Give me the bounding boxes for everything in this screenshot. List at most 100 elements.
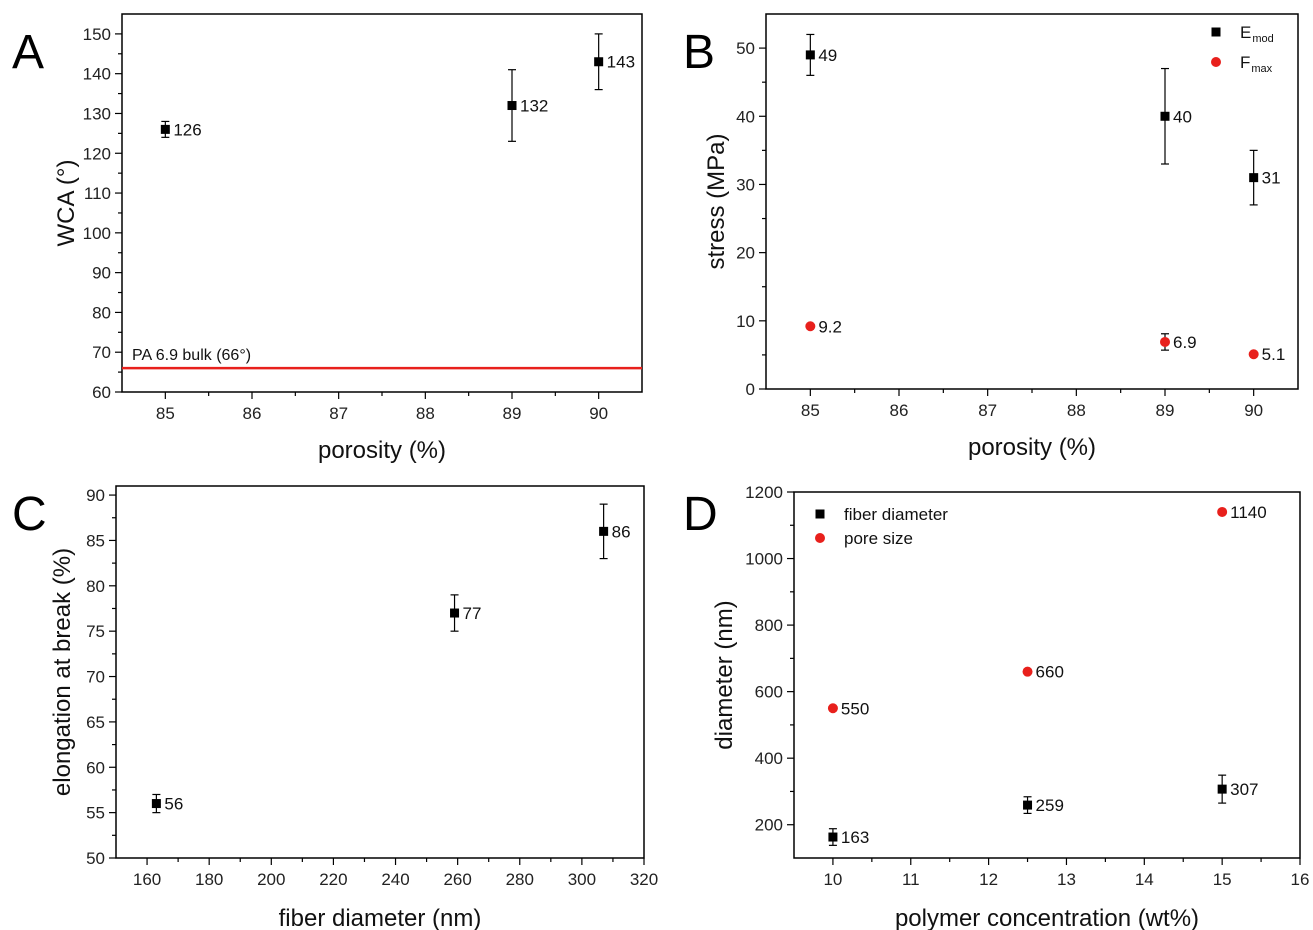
legend-label: pore size	[844, 529, 913, 548]
legend-label: E	[1240, 23, 1251, 42]
y-tick-label: 120	[83, 144, 111, 163]
data-label: 56	[164, 795, 183, 814]
y-tick-label: 400	[755, 749, 783, 768]
plot-frame	[765, 13, 1299, 390]
series-1: 163 259 307	[828, 774, 1259, 847]
panel-d: D 10 11 12 13 14 15 16 200 400 600 800 1000 1200 polym…	[683, 483, 1309, 930]
x-tick-label: 160	[133, 870, 161, 889]
y-tick-label: 150	[83, 25, 111, 44]
y-tick-label: 55	[86, 804, 105, 823]
x-tick-label: 90	[589, 404, 608, 423]
x-axis-title: polymer concentration (wt%)	[895, 905, 1199, 930]
legend-label-subscript: max	[1251, 63, 1272, 75]
x-tick-label: 260	[443, 870, 471, 889]
data-point	[507, 101, 517, 111]
y-axis-title: diameter (nm)	[711, 600, 738, 749]
y-tick-label: 40	[736, 107, 755, 126]
data-label: 307	[1230, 780, 1258, 799]
legend-marker	[1211, 27, 1221, 37]
x-tick-label: 300	[568, 870, 596, 889]
plot-frame	[121, 13, 643, 393]
legend-marker	[815, 509, 825, 519]
data-point	[805, 50, 815, 60]
data-label: 5.1	[1262, 345, 1286, 364]
y-tick-label: 30	[736, 175, 755, 194]
data-point	[805, 321, 816, 332]
data-point	[160, 124, 170, 134]
data-label: 163	[841, 828, 869, 847]
data-label: 259	[1036, 796, 1064, 815]
legend-label-subscript: mod	[1252, 33, 1273, 45]
reference-line-label: PA 6.9 bulk (66°)	[132, 347, 251, 364]
series-2: 9.2 6.9 5.1	[805, 317, 1285, 364]
legend-label: fiber diameter	[844, 505, 948, 524]
data-point	[1248, 349, 1259, 360]
data-point	[1160, 111, 1170, 121]
x-tick-label: 89	[1156, 401, 1175, 420]
y-axis-title: stress (MPa)	[703, 133, 730, 269]
data-point	[1217, 784, 1227, 794]
x-axis-title: porosity (%)	[318, 437, 446, 464]
x-tick-label: 240	[381, 870, 409, 889]
panel-letter: D	[683, 488, 718, 541]
legend-marker	[815, 533, 825, 543]
data-label: 132	[520, 97, 548, 116]
x-tick-label: 85	[156, 404, 175, 423]
data-label: 6.9	[1173, 333, 1197, 352]
x-tick-label: 88	[416, 404, 435, 423]
data-label: 49	[818, 46, 837, 65]
data-point	[594, 57, 604, 67]
y-tick-label: 90	[92, 264, 111, 283]
panel-letter: A	[12, 26, 44, 79]
x-tick-label: 12	[979, 870, 998, 889]
y-axis-title: WCA (°)	[53, 160, 80, 247]
series-1: 56 77 86	[151, 503, 631, 814]
plot-frame	[115, 485, 645, 859]
y-tick-label: 50	[736, 39, 755, 58]
x-tick-label: 86	[243, 404, 262, 423]
x-tick-label: 180	[195, 870, 223, 889]
data-label: 1140	[1230, 503, 1267, 522]
series-2: 550 660 1140	[827, 503, 1267, 718]
data-point	[450, 608, 460, 618]
y-tick-label: 1000	[745, 550, 783, 569]
x-tick-label: 87	[329, 404, 348, 423]
series-1: 49 40 31	[805, 33, 1281, 206]
x-tick-label: 85	[801, 401, 820, 420]
y-tick-label: 50	[86, 849, 105, 868]
y-tick-label: 100	[83, 224, 111, 243]
panel-letter: C	[12, 488, 47, 541]
y-tick-label: 800	[755, 616, 783, 635]
data-label: 86	[612, 522, 631, 541]
y-tick-label: 70	[86, 668, 105, 687]
x-tick-label: 90	[1244, 401, 1263, 420]
data-point	[151, 799, 161, 809]
x-tick-label: 13	[1057, 870, 1076, 889]
x-tick-label: 87	[978, 401, 997, 420]
x-tick-label: 280	[506, 870, 534, 889]
data-label: 9.2	[818, 317, 842, 336]
data-point	[1022, 666, 1033, 677]
y-tick-label: 140	[83, 65, 111, 84]
y-tick-label: 75	[86, 622, 105, 641]
x-axis-title: fiber diameter (nm)	[279, 905, 482, 930]
y-tick-label: 1200	[745, 483, 783, 502]
data-label: 40	[1173, 107, 1192, 126]
x-tick-label: 14	[1135, 870, 1154, 889]
panel-c: C 160 180 200 220 240 260 280 300 320 50 55 60 65 70 75…	[12, 485, 658, 930]
y-tick-label: 60	[92, 383, 111, 402]
y-tick-label: 130	[83, 104, 111, 123]
y-tick-label: 65	[86, 713, 105, 732]
y-axis-title: elongation at break (%)	[49, 548, 76, 796]
x-axis-title: porosity (%)	[968, 434, 1096, 461]
data-label: 77	[463, 604, 482, 623]
y-tick-label: 80	[86, 577, 105, 596]
legend-marker	[1211, 57, 1221, 67]
panel-letter: B	[683, 26, 715, 79]
y-tick-label: 85	[86, 531, 105, 550]
x-tick-label: 88	[1067, 401, 1086, 420]
legend-label: F	[1240, 53, 1250, 72]
y-tick-label: 60	[86, 758, 105, 777]
y-tick-label: 600	[755, 683, 783, 702]
